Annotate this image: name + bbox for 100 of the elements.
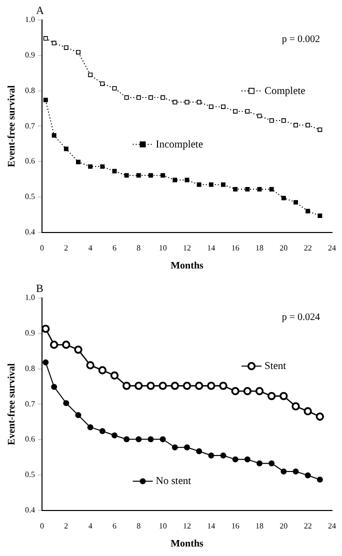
point bbox=[257, 186, 262, 192]
point bbox=[306, 208, 310, 214]
point bbox=[50, 340, 58, 349]
point bbox=[269, 118, 274, 123]
point bbox=[269, 186, 274, 192]
point bbox=[207, 382, 216, 390]
point bbox=[98, 366, 107, 374]
y-axis-title: Event-free survival bbox=[6, 363, 18, 446]
point bbox=[304, 472, 311, 478]
point bbox=[51, 384, 58, 390]
point bbox=[281, 196, 286, 200]
point bbox=[243, 387, 252, 396]
point bbox=[221, 104, 226, 109]
annotation: p = 0.024 bbox=[282, 312, 320, 323]
point bbox=[268, 460, 275, 466]
point bbox=[316, 476, 323, 483]
point bbox=[124, 436, 130, 442]
x-tick-label: 18 bbox=[256, 521, 264, 530]
point bbox=[88, 72, 93, 78]
point bbox=[42, 359, 49, 366]
point bbox=[196, 182, 202, 187]
y-tick-label: 0.5 bbox=[25, 192, 35, 202]
point bbox=[158, 382, 167, 390]
point bbox=[318, 128, 322, 132]
point bbox=[87, 424, 94, 430]
point bbox=[172, 100, 178, 104]
x-tick-label: 24 bbox=[328, 521, 336, 530]
x-tick-label: 20 bbox=[280, 521, 288, 530]
point bbox=[112, 86, 117, 91]
point bbox=[245, 186, 250, 192]
point bbox=[52, 40, 56, 46]
point bbox=[63, 400, 70, 406]
point bbox=[124, 173, 129, 178]
point bbox=[122, 382, 131, 390]
x-tick-label: 0 bbox=[40, 243, 44, 252]
x-tick-label: 4 bbox=[88, 521, 92, 530]
point bbox=[233, 109, 238, 114]
point bbox=[244, 456, 250, 462]
point bbox=[219, 382, 228, 390]
point bbox=[208, 182, 214, 187]
point bbox=[148, 95, 153, 100]
x-tick-label: 22 bbox=[304, 521, 312, 530]
point bbox=[146, 382, 155, 390]
point bbox=[208, 452, 214, 459]
point bbox=[267, 392, 276, 400]
y-tick-label: 0.6 bbox=[25, 434, 35, 444]
point bbox=[255, 387, 264, 396]
x-tick-label: 0 bbox=[40, 521, 44, 530]
y-tick-label: 0.7 bbox=[25, 399, 35, 408]
point bbox=[76, 160, 80, 164]
y-tick-label: 1.0 bbox=[25, 293, 35, 302]
point bbox=[62, 340, 70, 349]
point bbox=[148, 436, 154, 442]
point bbox=[220, 452, 226, 459]
point bbox=[245, 109, 250, 114]
point bbox=[136, 173, 141, 178]
point bbox=[75, 412, 82, 418]
x-tick-label: 20 bbox=[280, 243, 288, 252]
legend-label: Stent bbox=[264, 361, 286, 372]
y-tick-label: 0.8 bbox=[25, 86, 35, 95]
point bbox=[100, 81, 105, 86]
point bbox=[292, 402, 300, 410]
y-tick-label: 0.9 bbox=[25, 328, 35, 338]
legend-label: Complete bbox=[264, 86, 306, 97]
point bbox=[257, 114, 262, 118]
y-tick-label: 0.5 bbox=[25, 470, 35, 480]
annotation: p = 0.002 bbox=[282, 34, 320, 45]
point bbox=[232, 456, 238, 462]
x-tick-label: 12 bbox=[183, 243, 191, 252]
point bbox=[76, 50, 80, 54]
point bbox=[134, 382, 143, 390]
point bbox=[136, 436, 142, 442]
point bbox=[172, 444, 178, 450]
point bbox=[86, 361, 94, 370]
point bbox=[136, 95, 141, 100]
x-axis-title: Months bbox=[170, 538, 204, 550]
point bbox=[124, 95, 129, 100]
point bbox=[74, 346, 82, 354]
point bbox=[196, 448, 202, 454]
y-tick-label: 0.6 bbox=[25, 156, 35, 166]
point bbox=[231, 387, 240, 396]
point bbox=[294, 200, 298, 205]
point bbox=[304, 407, 312, 416]
x-tick-label: 4 bbox=[88, 243, 92, 252]
x-tick-label: 10 bbox=[158, 243, 167, 252]
point bbox=[64, 45, 68, 50]
y-axis-title: Event-free survival bbox=[6, 85, 18, 168]
point bbox=[280, 468, 287, 474]
x-tick-label: 16 bbox=[231, 521, 240, 530]
legend-label: No stent bbox=[156, 476, 192, 488]
point bbox=[294, 122, 298, 128]
y-tick-label: 0.7 bbox=[25, 121, 35, 130]
point bbox=[184, 100, 190, 104]
y-tick-label: 0.4 bbox=[25, 227, 35, 236]
point bbox=[160, 436, 166, 442]
x-tick-label: 6 bbox=[112, 243, 116, 252]
x-tick-label: 14 bbox=[207, 521, 216, 530]
point bbox=[170, 382, 180, 390]
y-tick-label: 1.0 bbox=[25, 15, 35, 24]
point bbox=[280, 392, 288, 400]
